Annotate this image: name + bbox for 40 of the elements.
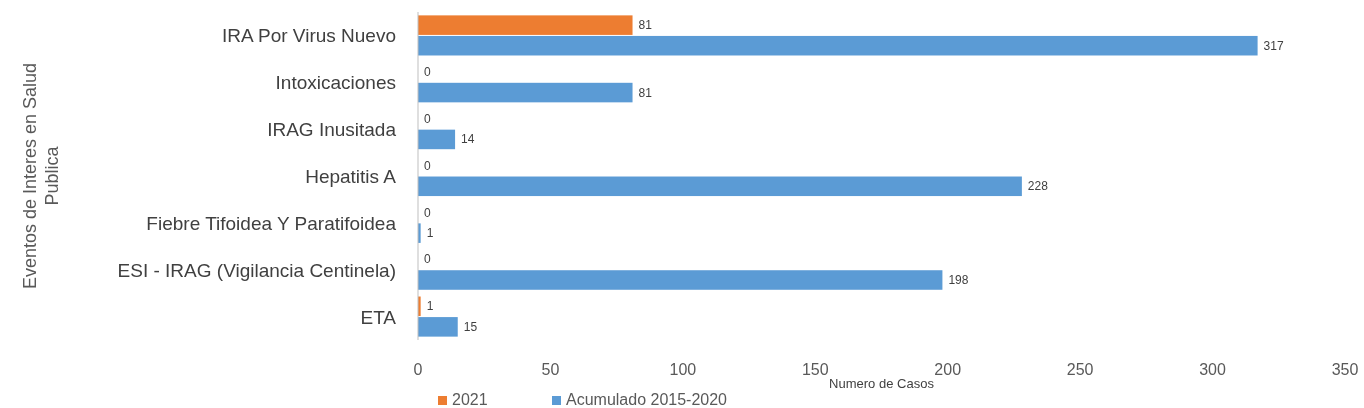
x-tick-label: 100 [669,361,697,378]
y-tick-label: Hepatitis A [305,166,397,187]
x-tick-label: 200 [934,361,962,378]
y-axis-title: Eventos de Interes en Salud Publica [20,62,62,290]
bar [418,176,1022,197]
data-label: 0 [424,158,431,173]
x-tick-label: 150 [801,361,829,378]
x-tick-label: 0 [413,361,423,378]
x-tick-label: 300 [1199,361,1227,378]
y-tick-label: ETA [360,306,397,328]
bar [418,35,1258,56]
bar [418,129,456,150]
x-tick-label: 350 [1331,361,1359,378]
data-label: 0 [424,252,431,267]
y-tick-label: IRAG Inusitada [267,119,397,141]
bar [418,82,633,103]
y-tick-label: ESI - IRAG (Vigilancia Centinela) [117,259,396,281]
y-tick-label: IRA Por Virus Nuevo [222,25,396,47]
data-label: 317 [1263,38,1284,53]
data-label: 81 [638,85,653,100]
y-tick-label: Fiebre Tifoidea Y Paratifoidea [146,212,397,234]
data-label: 14 [461,132,475,147]
data-label: 0 [424,205,431,220]
data-label: 81 [638,18,653,33]
data-label: 198 [948,273,969,287]
bar [418,317,458,337]
x-tick-label: 250 [1066,361,1094,378]
data-label: 1 [426,299,434,314]
legend-label: 2021 [452,391,488,408]
data-label: 0 [424,65,431,79]
data-label: 0 [424,111,431,126]
bar [418,270,943,290]
y-tick-label: Intoxicaciones [275,72,396,94]
data-label: 228 [1027,179,1049,194]
x-tick-label: 50 [541,361,560,378]
legend-label: Acumulado 2015-2020 [566,391,728,408]
x-axis-title: Numero de Casos [829,376,935,391]
data-label: 15 [463,319,478,334]
data-label: 1 [426,226,434,241]
bar [418,15,633,35]
